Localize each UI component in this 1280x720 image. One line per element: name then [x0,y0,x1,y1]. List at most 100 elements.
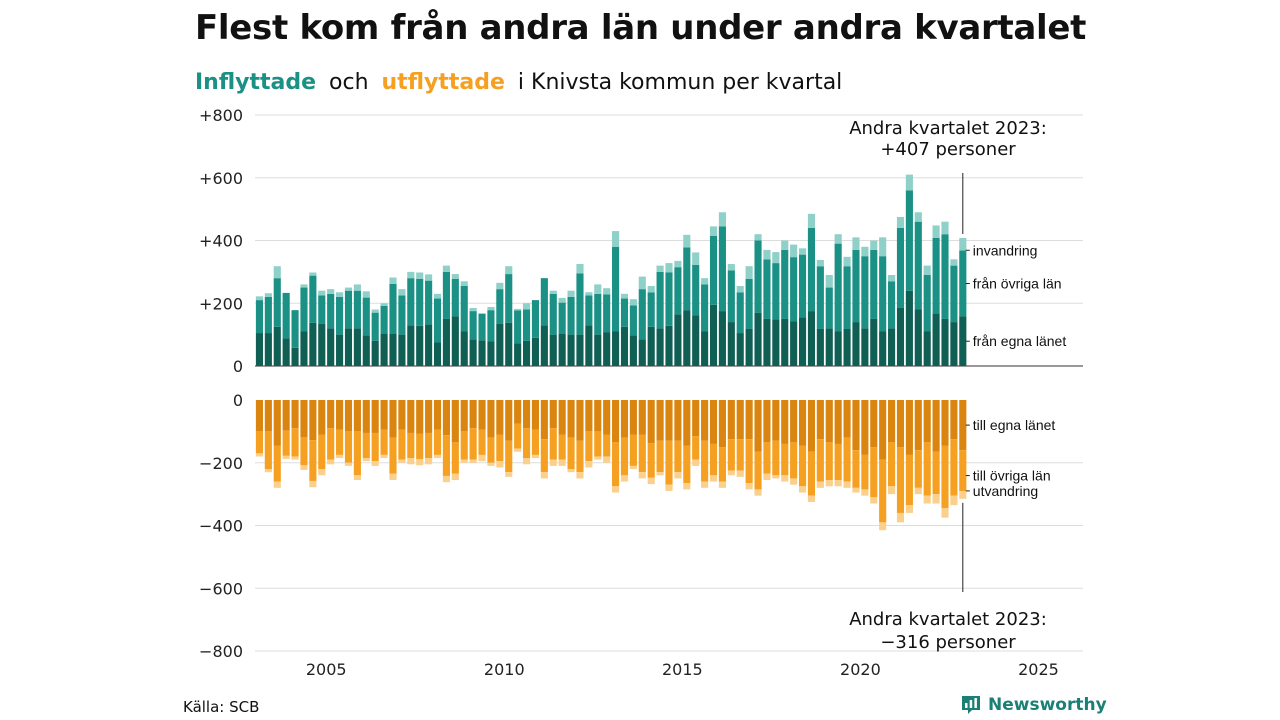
bar-in-segment [487,341,495,366]
x-tick-label: 2010 [484,660,525,679]
bar-out-segment [941,508,949,518]
bar-in-segment [255,333,264,366]
bar-in-segment [941,221,949,235]
bar-out-segment [701,440,709,482]
bar-in-segment [531,300,540,338]
bar-in-segment [870,249,878,319]
segment-label-out: till egna länet [973,417,1056,433]
bar-out-segment [300,465,308,470]
bar-in-segment [727,264,735,271]
bar-out-segment [959,490,967,499]
bar-out-segment [255,400,264,432]
bar-in-segment [594,334,602,366]
bar-in-segment [567,334,575,366]
bar-out-segment [327,459,335,465]
bar-out-segment [638,400,646,435]
bar-out-segment [255,453,264,457]
bar-out-segment [478,429,486,455]
bar-out-segment [656,440,664,473]
bar-out-segment [772,475,780,479]
bar-out-segment [754,400,762,452]
bar-out-segment [620,475,629,482]
bar-in-segment [718,226,726,312]
bar-in-segment [505,274,513,323]
bar-in-segment [905,290,913,366]
bar-out-segment [914,400,922,451]
bar-out-segment [896,400,905,448]
bar-out-segment [888,442,896,487]
bar-in-segment [692,252,700,265]
bar-in-segment [888,281,896,329]
bar-out-segment [425,400,433,433]
y-tick-label-bottom: −600 [199,579,243,598]
bar-in-segment [718,212,726,227]
bar-in-segment [291,347,299,366]
bar-in-segment [469,307,477,312]
bar-in-segment [798,248,807,255]
y-tick-label-top: +200 [199,294,243,313]
bar-out-segment [665,400,673,441]
bar-out-segment [861,489,869,496]
bar-in-segment [843,328,851,366]
bar-out-segment [309,440,317,481]
bar-in-segment [487,310,495,342]
bar-out-segment [433,429,442,455]
bar-out-segment [594,431,602,457]
bar-in-segment [291,310,299,348]
newsworthy-bar-icon [962,696,980,714]
bar-in-segment [781,249,789,319]
bar-in-segment [950,265,958,323]
bar-in-segment [273,326,281,366]
bar-out-segment [282,400,290,431]
bar-in-segment [576,334,584,366]
bar-out-segment [905,505,913,513]
bar-out-segment [505,400,513,441]
y-tick-label-bottom: −400 [199,517,243,536]
bar-in-segment [629,299,637,306]
bar-out-segment [522,458,531,465]
annotation-top-line1: Andra kvartalet 2023: [849,118,1047,139]
bar-out-segment [451,400,459,443]
bar-in-segment [923,275,931,332]
bar-out-segment [638,434,646,473]
logo-text: Newsworthy [988,695,1107,715]
segment-label-in: invandring [973,242,1038,258]
bar-in-segment [567,296,575,335]
bar-in-segment [745,266,753,279]
bar-out-segment [514,423,522,449]
bar-out-segment [416,400,424,434]
bar-in-segment [674,267,682,315]
bar-out-segment [754,451,762,490]
bar-out-segment [861,400,869,455]
bar-out-segment [781,475,789,482]
bar-out-segment [701,481,709,488]
bar-out-segment [336,454,344,459]
bar-out-segment [647,400,655,444]
bar-in-segment [852,322,860,366]
bar-in-segment [514,308,522,311]
bar-out-segment [798,486,807,493]
bar-out-segment [879,459,887,523]
bar-in-segment [273,278,281,327]
bar-in-segment [718,311,726,366]
bar-out-segment [888,486,896,495]
bar-out-segment [469,428,477,460]
bar-out-segment [825,442,833,481]
bar-in-segment [896,227,905,308]
bar-out-segment [692,400,700,437]
bar-in-segment [585,325,593,366]
bar-in-segment [950,322,958,366]
bar-out-segment [941,400,949,446]
bar-in-segment [407,271,415,279]
bar-in-segment [576,264,584,274]
bar-in-segment [825,275,833,288]
bar-out-segment [300,437,308,466]
x-tick-label: 2025 [1018,660,1059,679]
bar-in-segment [879,237,887,257]
bar-in-segment [416,325,424,366]
segment-label-in: från egna länet [973,333,1067,349]
bar-out-segment [514,448,522,452]
bar-out-segment [353,431,361,476]
bar-out-segment [674,440,682,473]
bar-out-segment [790,442,798,479]
